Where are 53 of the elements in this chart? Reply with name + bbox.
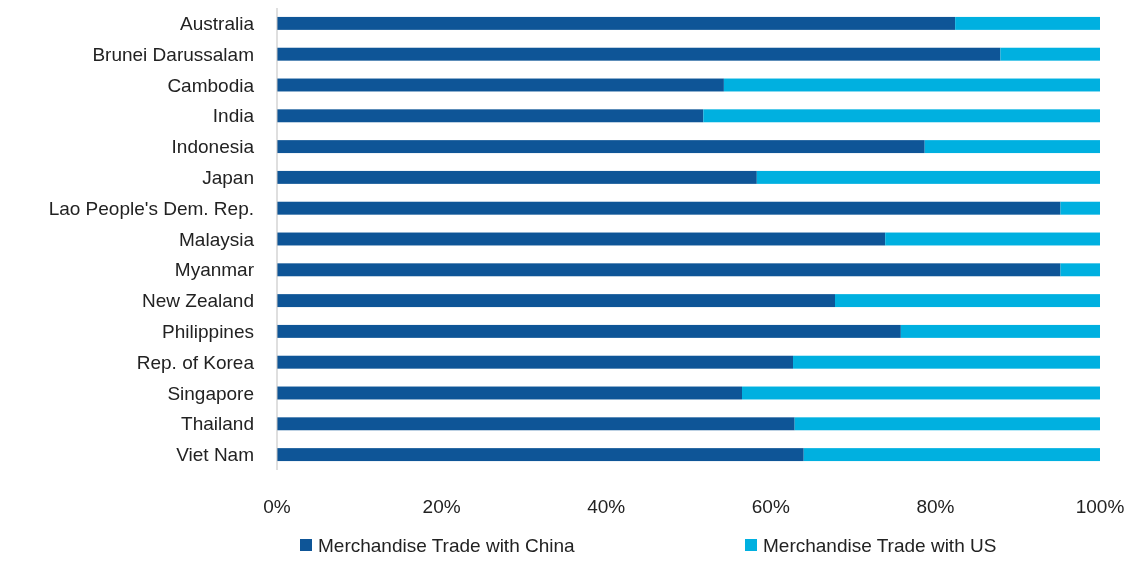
bar	[277, 47, 1001, 61]
bar	[1060, 263, 1100, 277]
x-tick-label: 100%	[1075, 496, 1125, 517]
y-tick-label: Brunei Darussalam	[92, 43, 254, 65]
bar	[756, 170, 1100, 184]
y-tick-label: India	[212, 105, 255, 127]
bar	[793, 355, 1100, 369]
x-tick-label: 80%	[916, 496, 955, 517]
bar	[277, 140, 925, 154]
legend-label: Merchandise Trade with China	[318, 535, 576, 556]
bar	[277, 16, 956, 30]
bar	[277, 355, 794, 369]
y-tick-label: Australia	[180, 13, 255, 35]
bar	[703, 109, 1100, 123]
bar	[885, 232, 1100, 246]
x-tick-label: 60%	[751, 496, 790, 517]
bar	[277, 201, 1061, 215]
y-tick-label: Indonesia	[171, 136, 255, 158]
bar	[277, 417, 795, 431]
bar	[924, 140, 1100, 154]
bar	[277, 324, 901, 338]
y-tick-label: Philippines	[162, 321, 254, 343]
bar	[277, 232, 886, 246]
bar	[277, 263, 1061, 277]
bar	[1000, 47, 1100, 61]
bar	[277, 386, 742, 400]
bar	[834, 294, 1100, 308]
bar	[955, 16, 1100, 30]
y-tick-label: New Zealand	[142, 290, 254, 312]
x-tick-label: 20%	[422, 496, 461, 517]
bar	[1060, 201, 1100, 215]
y-tick-label: Thailand	[181, 413, 254, 435]
bar	[277, 170, 757, 184]
bar	[277, 78, 724, 92]
bar	[794, 417, 1100, 431]
x-tick-label: 0%	[263, 496, 291, 517]
bar	[900, 324, 1100, 338]
bar	[277, 448, 804, 462]
y-tick-label: Lao People's Dem. Rep.	[48, 197, 254, 219]
y-tick-label: Rep. of Korea	[136, 351, 255, 373]
x-tick-label: 40%	[587, 496, 626, 517]
y-tick-label: Japan	[202, 167, 254, 189]
y-tick-label: Cambodia	[167, 74, 255, 96]
y-tick-label: Viet Nam	[176, 444, 254, 466]
bar	[277, 109, 704, 123]
bar	[742, 386, 1100, 400]
bar	[723, 78, 1100, 92]
y-tick-label: Myanmar	[174, 259, 255, 281]
legend-label: Merchandise Trade with US	[763, 535, 997, 556]
bar	[803, 448, 1100, 462]
y-tick-label: Singapore	[167, 382, 254, 404]
y-tick-label: Malaysia	[179, 228, 255, 250]
bar	[277, 294, 835, 308]
